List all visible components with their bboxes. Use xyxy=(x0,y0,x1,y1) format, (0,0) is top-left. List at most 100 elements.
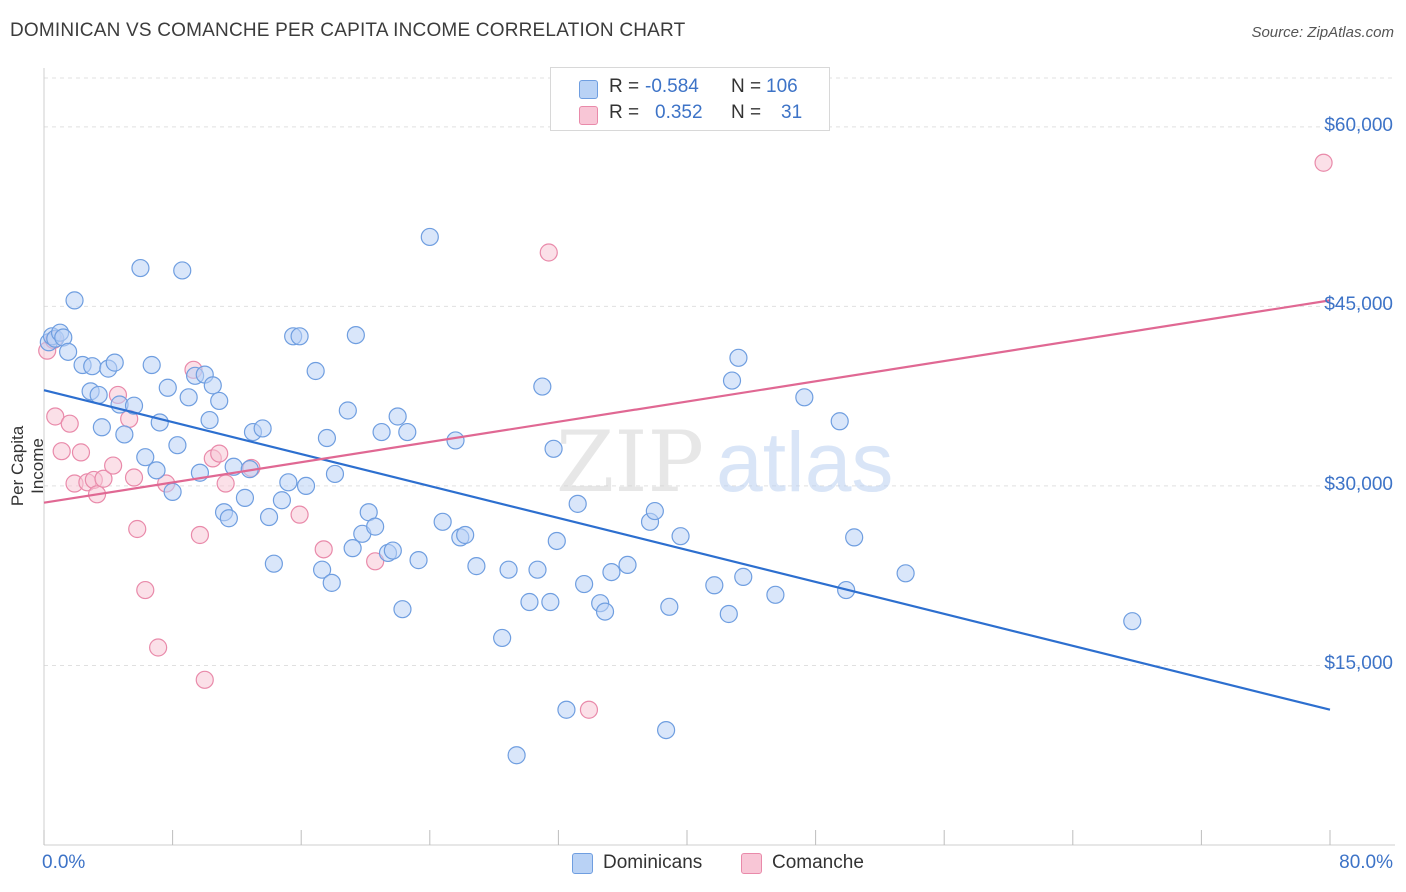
dominican-point xyxy=(142,355,161,375)
dominican-point xyxy=(173,261,192,280)
dominican-point xyxy=(346,325,365,345)
dominican-point xyxy=(398,422,417,442)
x-tick-label: 0.0% xyxy=(42,852,86,873)
watermark-zip: ZIP xyxy=(556,413,704,511)
dominican-point xyxy=(544,439,563,458)
dominican-point xyxy=(456,525,475,545)
dominican-point xyxy=(65,291,84,310)
grid-lines xyxy=(44,77,1395,666)
dominican-point xyxy=(729,348,748,367)
dominican-point xyxy=(845,528,864,547)
dominican-point xyxy=(115,425,134,444)
comanche-point xyxy=(216,474,235,493)
n-value: 106 xyxy=(766,76,798,97)
chart-title: DOMINICAN VS COMANCHE PER CAPITA INCOME … xyxy=(10,20,686,41)
y-tick-label: $30,000 xyxy=(1324,473,1393,495)
dominican-point xyxy=(671,527,690,546)
dominican-point xyxy=(409,551,428,570)
dominican-point xyxy=(388,407,407,426)
dominican-point xyxy=(446,431,465,450)
y-axis-label: Per Capita Income xyxy=(8,425,47,507)
y-tick-label: $15,000 xyxy=(1324,653,1393,675)
r-value: -0.584 xyxy=(645,76,699,97)
dominican-point xyxy=(499,560,518,579)
dominican-point xyxy=(83,357,102,376)
axes xyxy=(43,68,1395,846)
dominican-point xyxy=(660,597,679,616)
dominican-point xyxy=(264,554,283,573)
dominican-point xyxy=(272,491,292,510)
dominican-point xyxy=(734,567,753,586)
dominican-point xyxy=(433,512,452,531)
dominican-point xyxy=(366,517,385,536)
comanche-point xyxy=(539,243,558,262)
comanche-point xyxy=(71,443,91,462)
dominican-point xyxy=(520,592,539,612)
dominican-point xyxy=(124,396,144,415)
dominican-point xyxy=(383,541,402,560)
dominican-point xyxy=(645,501,664,521)
dominican-point xyxy=(830,412,849,431)
dominican-point xyxy=(259,507,279,527)
dominican-point xyxy=(657,720,676,740)
trend-lines xyxy=(43,299,1331,711)
dominican-point xyxy=(467,557,486,576)
comanche-series xyxy=(38,153,1333,719)
dominican-point xyxy=(290,327,309,346)
comanche-point xyxy=(314,540,333,559)
legend-label-dominicans: Dominicans xyxy=(603,852,703,873)
watermark-atlas: atlas xyxy=(716,415,893,509)
dominican-point xyxy=(179,388,198,407)
n-value: 31 xyxy=(781,102,803,123)
comanche-point xyxy=(136,580,155,600)
comanche-point xyxy=(210,444,229,463)
comanche-point xyxy=(104,456,123,475)
comanche-trend-line xyxy=(43,299,1331,504)
dominican-point xyxy=(279,473,298,492)
dominican-point xyxy=(393,600,412,619)
n-label: N = xyxy=(731,76,762,97)
dominican-point xyxy=(147,461,166,480)
comanche-point xyxy=(52,442,71,461)
comanche-point xyxy=(290,505,309,524)
comanche-swatch xyxy=(579,106,598,125)
comanche-point xyxy=(366,552,385,571)
comanche-point xyxy=(1314,153,1333,172)
dominican-point xyxy=(158,378,177,397)
comanche-point xyxy=(46,407,65,426)
r-label: R = xyxy=(609,102,640,123)
dominican-point xyxy=(618,555,637,575)
dominican-point xyxy=(493,628,512,648)
comanche-point xyxy=(94,469,113,488)
dominican-point xyxy=(719,604,738,624)
dominican-point xyxy=(312,560,332,579)
dominican-point xyxy=(306,361,325,381)
dominican-point xyxy=(705,576,724,595)
dominican-point xyxy=(168,436,187,455)
dominican-point xyxy=(163,482,182,501)
legend-swatch-comanche xyxy=(741,853,762,874)
dominican-point xyxy=(131,258,150,278)
dominicans-swatch xyxy=(579,80,598,99)
dominican-point xyxy=(1123,612,1142,631)
dominican-point xyxy=(547,531,566,551)
legend-swatch-dominicans xyxy=(572,853,593,874)
dominican-point xyxy=(92,418,111,437)
dominican-point xyxy=(338,401,357,420)
comanche-point xyxy=(128,519,147,539)
dominican-point xyxy=(343,539,362,558)
r-label: R = xyxy=(609,76,640,97)
comanche-point xyxy=(60,414,79,433)
dominican-point xyxy=(896,564,915,583)
dominican-point xyxy=(325,464,345,484)
dominican-point xyxy=(210,391,229,411)
dominican-point xyxy=(89,385,108,405)
n-label: N = xyxy=(731,102,762,123)
dominican-point xyxy=(533,377,552,396)
chart-source: Source: ZipAtlas.com xyxy=(1251,24,1394,41)
y-tick-label: $45,000 xyxy=(1324,294,1393,316)
comanche-point xyxy=(149,638,168,657)
r-value: 0.352 xyxy=(655,102,703,123)
dominican-point xyxy=(528,560,547,579)
